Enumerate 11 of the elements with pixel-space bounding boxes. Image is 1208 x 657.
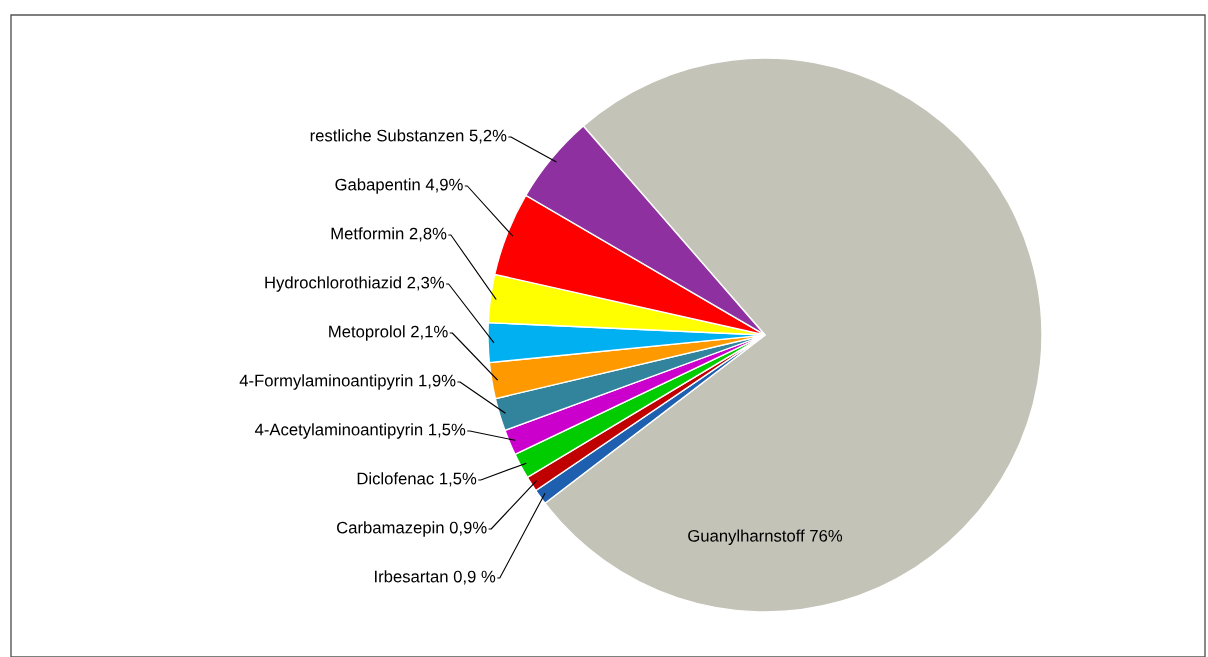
slice-label: Carbamazepin 0,9% — [337, 521, 487, 537]
slice-label: restliche Substanzen 5,2% — [310, 129, 507, 144]
slice-label: Guanylharnstoff 76% — [688, 529, 843, 545]
slice-label: Hydrochlorothiazid 2,3% — [265, 276, 445, 292]
slice-label: Metoprolol 2,1% — [329, 325, 448, 341]
slice-label: Irbesartan 0,9 % — [375, 570, 496, 585]
slice-label: 4-Acetylaminoantipyrin 1,5% — [254, 423, 466, 439]
slice-label: Gabapentin 4,9% — [335, 178, 463, 194]
slice-label: Metformin 2,8% — [331, 227, 447, 242]
slice-label: Diclofenac 1,5% — [357, 472, 477, 487]
slice-label: 4-Formylaminoantipyrin 1,9% — [239, 374, 456, 390]
